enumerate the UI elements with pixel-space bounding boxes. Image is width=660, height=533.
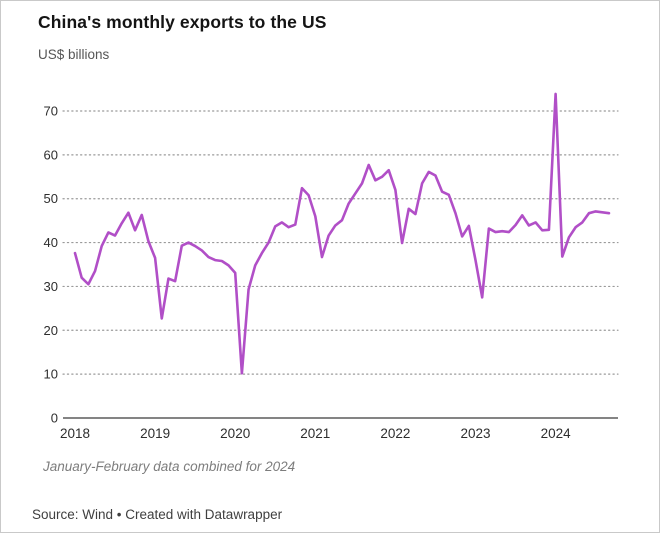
x-tick-label: 2018 [60,426,90,441]
x-tick-label: 2021 [300,426,330,441]
chart-source: Source: Wind • Created with Datawrapper [32,507,283,522]
y-tick-label: 60 [44,147,58,162]
chart-subtitle: US$ billions [38,47,110,62]
x-tick-label: 2022 [380,426,410,441]
x-tick-label: 2019 [140,426,170,441]
y-tick-label: 40 [44,235,58,250]
y-tick-label: 0 [51,411,58,426]
x-tick-label: 2020 [220,426,250,441]
y-tick-label: 30 [44,279,58,294]
y-tick-label: 50 [44,191,58,206]
y-tick-label: 10 [44,367,58,382]
chart-footnote: January-February data combined for 2024 [43,459,296,474]
y-tick-label: 20 [44,323,58,338]
data-line [73,92,611,375]
x-tick-label: 2023 [460,426,490,441]
y-tick-label: 70 [44,104,58,119]
chart-title: China's monthly exports to the US [38,12,327,32]
x-tick-label: 2024 [541,426,572,441]
